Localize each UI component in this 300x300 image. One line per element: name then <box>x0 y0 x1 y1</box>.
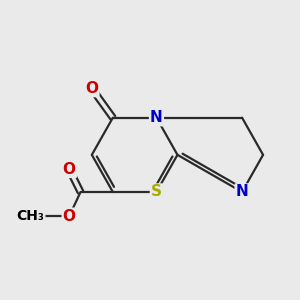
Text: CH₃: CH₃ <box>16 209 44 223</box>
Text: N: N <box>150 110 163 125</box>
Text: N: N <box>236 184 248 200</box>
Text: O: O <box>63 162 76 177</box>
Text: O: O <box>85 81 98 96</box>
Text: S: S <box>151 184 162 200</box>
Text: O: O <box>63 209 76 224</box>
